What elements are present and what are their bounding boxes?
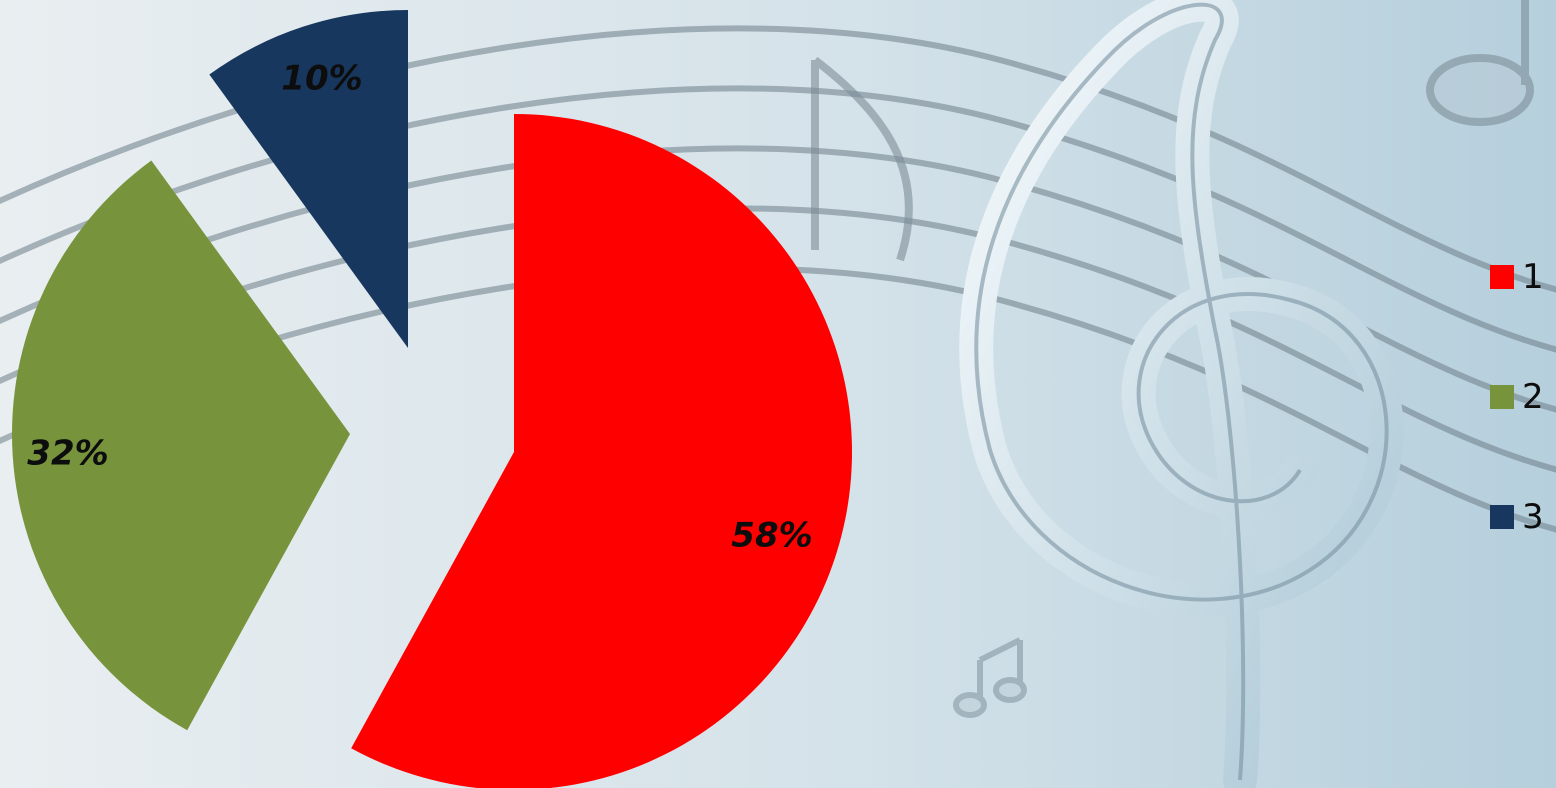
legend: 1 2 3 xyxy=(1490,257,1544,618)
data-label-1: 58% xyxy=(731,516,812,556)
pie-data-labels: 58% 32% 10% xyxy=(27,59,812,556)
legend-item-3: 3 xyxy=(1490,497,1544,537)
pie-slice-3 xyxy=(209,10,408,348)
legend-swatch-3 xyxy=(1490,505,1514,529)
data-label-3: 10% xyxy=(281,59,362,99)
musical-note-icon xyxy=(811,0,1534,262)
legend-item-1: 1 xyxy=(1490,257,1544,297)
legend-label-3: 3 xyxy=(1522,497,1544,537)
legend-label-2: 2 xyxy=(1522,377,1544,417)
pie-slice-1 xyxy=(351,114,853,788)
legend-item-2: 2 xyxy=(1490,377,1544,417)
treble-clef-outline xyxy=(974,2,1389,781)
legend-swatch-1 xyxy=(1490,265,1514,289)
legend-swatch-2 xyxy=(1490,385,1514,409)
legend-label-1: 1 xyxy=(1522,257,1544,297)
pie-chart xyxy=(12,10,853,788)
data-label-2: 32% xyxy=(27,434,108,474)
pie-slice-2 xyxy=(12,160,351,731)
beamed-notes-icon xyxy=(953,637,1027,718)
